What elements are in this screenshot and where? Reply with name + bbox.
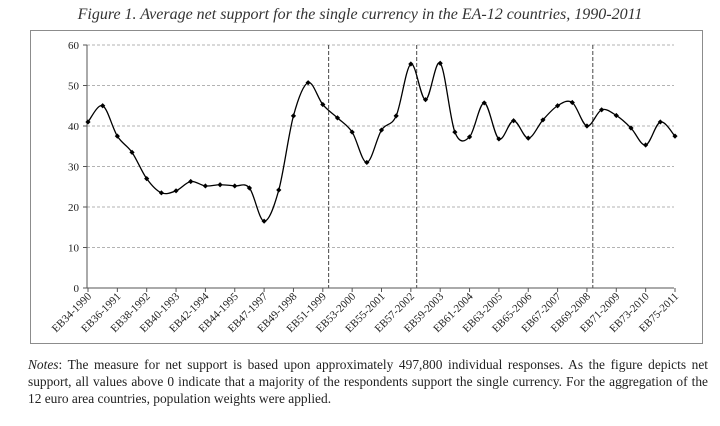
data-point-marker [129,149,135,155]
data-point-marker [173,188,179,194]
y-tick-labels: 0 10 20 30 40 50 60 [68,40,87,295]
data-point-marker [232,183,238,189]
data-point-marker [408,61,414,67]
y-tick-label: 40 [68,121,80,133]
y-tick-label: 60 [68,40,80,52]
series-line [87,62,676,222]
data-point-marker [452,129,458,135]
notes-label: Notes [28,357,59,372]
data-point-marker [276,187,282,193]
data-point-marker [144,176,150,182]
vertical-markers [328,45,594,288]
data-point-marker [158,190,164,196]
y-tick-label: 50 [68,81,80,93]
data-point-marker [466,134,473,140]
data-point-marker [364,159,370,166]
data-point-marker [643,142,649,148]
y-tick-label: 0 [74,283,80,295]
data-point-marker [305,80,311,86]
data-point-marker [613,112,619,119]
data-point-marker [540,117,546,123]
data-point-marker [393,113,399,119]
y-tick-label: 20 [68,202,80,214]
gridlines [87,44,674,248]
data-point-marker [246,185,253,191]
notes-text: : The measure for net support is based u… [28,357,708,406]
data-point-marker [437,60,443,66]
axes [86,45,674,289]
data-point-marker [657,119,663,125]
data-point-marker [378,127,385,133]
data-point-marker [672,133,678,139]
data-point-marker [334,115,341,121]
data-point-marker [188,178,194,185]
data-point-marker [555,103,561,109]
data-point-marker [599,107,605,113]
data-point-marker [510,118,517,124]
data-point-marker [525,135,531,141]
data-point-marker [628,125,634,131]
data-point-marker [114,133,120,139]
data-point-marker [569,99,575,106]
data-point-marker [349,129,355,135]
data-point-marker [496,136,502,142]
data-point-marker [320,101,326,108]
data-point-marker [202,183,208,189]
chart-frame: 0 10 20 30 40 50 60 EB34-1990 EB36-1991 EB38-199… [30,30,703,344]
line-chart: 0 10 20 30 40 50 60 EB34-1990EB36-1991EB38-199… [50,40,681,335]
y-tick-label: 30 [68,162,80,174]
notes-paragraph: Notes: The measure for net support is ba… [28,356,708,407]
data-point-marker [100,103,106,109]
series-group [85,60,678,224]
data-point-marker [422,97,429,103]
data-point-marker [290,113,297,119]
figure-title: Figure 1. Average net support for the si… [77,6,643,23]
data-point-marker [217,182,223,188]
data-point-marker [584,123,590,129]
y-tick-label: 10 [68,243,80,255]
x-tick-labels: EB34-1990EB36-1991EB38-1992EB40-1993EB42… [50,288,681,335]
data-point-marker [481,100,487,106]
